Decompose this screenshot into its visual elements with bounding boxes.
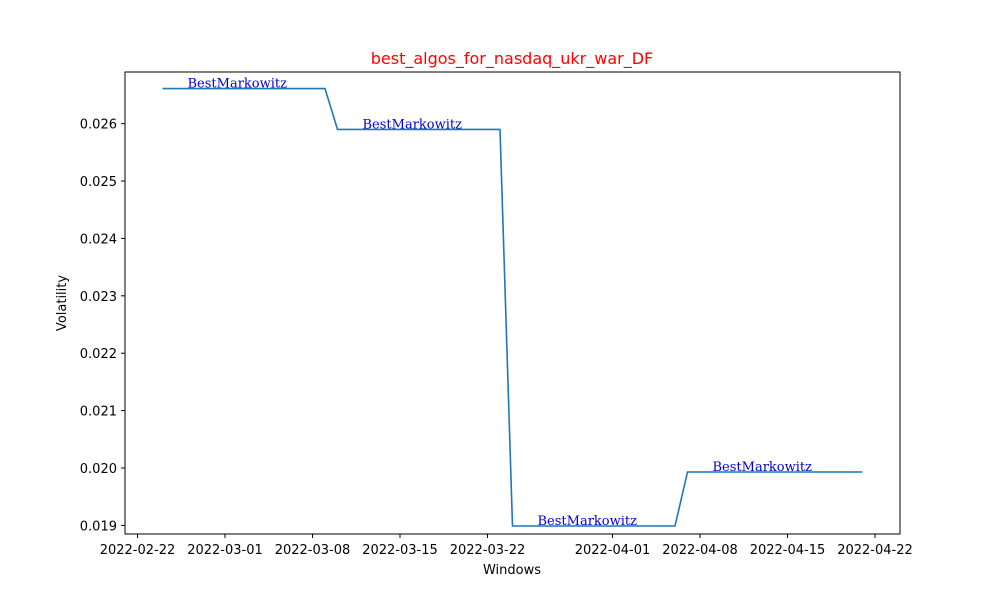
x-tick-label: 2022-03-15: [362, 543, 438, 558]
algo-annotation: BestMarkowitz: [363, 117, 463, 132]
chart-title: best_algos_for_nasdaq_ukr_war_DF: [371, 49, 654, 69]
algo-annotation: BestMarkowitz: [538, 514, 638, 529]
x-tick-label: 2022-03-01: [187, 543, 263, 558]
x-axis-label: Windows: [483, 563, 541, 578]
y-tick-label: 0.023: [80, 290, 117, 305]
y-tick-label: 0.026: [80, 118, 117, 133]
x-tick-label: 2022-03-22: [450, 543, 526, 558]
plot-area-frame: [124, 71, 901, 535]
x-tick-label: 2022-03-08: [275, 543, 351, 558]
x-axis: 2022-02-22 2022-03-01 2022-03-08 2022-03-15…: [100, 534, 913, 558]
algo-annotation: BestMarkowitz: [188, 77, 288, 92]
x-tick-label: 2022-04-22: [837, 543, 913, 558]
y-axis: 0.019 0.020 0.021 0.022 0.023 0.024 0.025 0.026: [80, 118, 125, 534]
x-tick-label: 2022-02-22: [100, 543, 176, 558]
y-tick-label: 0.020: [80, 462, 117, 477]
series-layer: [162, 87, 863, 527]
y-tick-label: 0.024: [80, 232, 117, 247]
annotations-layer: BestMarkowitz BestMarkowitz BestMarkowitz B…: [188, 77, 813, 529]
volatility-line: [162, 87, 863, 527]
x-tick-label: 2022-04-08: [662, 543, 738, 558]
x-tick-label: 2022-04-15: [750, 543, 826, 558]
y-tick-label: 0.019: [80, 519, 117, 534]
y-tick-label: 0.021: [80, 405, 117, 420]
y-axis-label: Volatility: [55, 275, 70, 331]
y-tick-label: 0.022: [80, 347, 117, 362]
y-tick-label: 0.025: [80, 175, 117, 190]
algo-annotation: BestMarkowitz: [713, 460, 813, 475]
x-tick-label: 2022-04-01: [575, 543, 651, 558]
